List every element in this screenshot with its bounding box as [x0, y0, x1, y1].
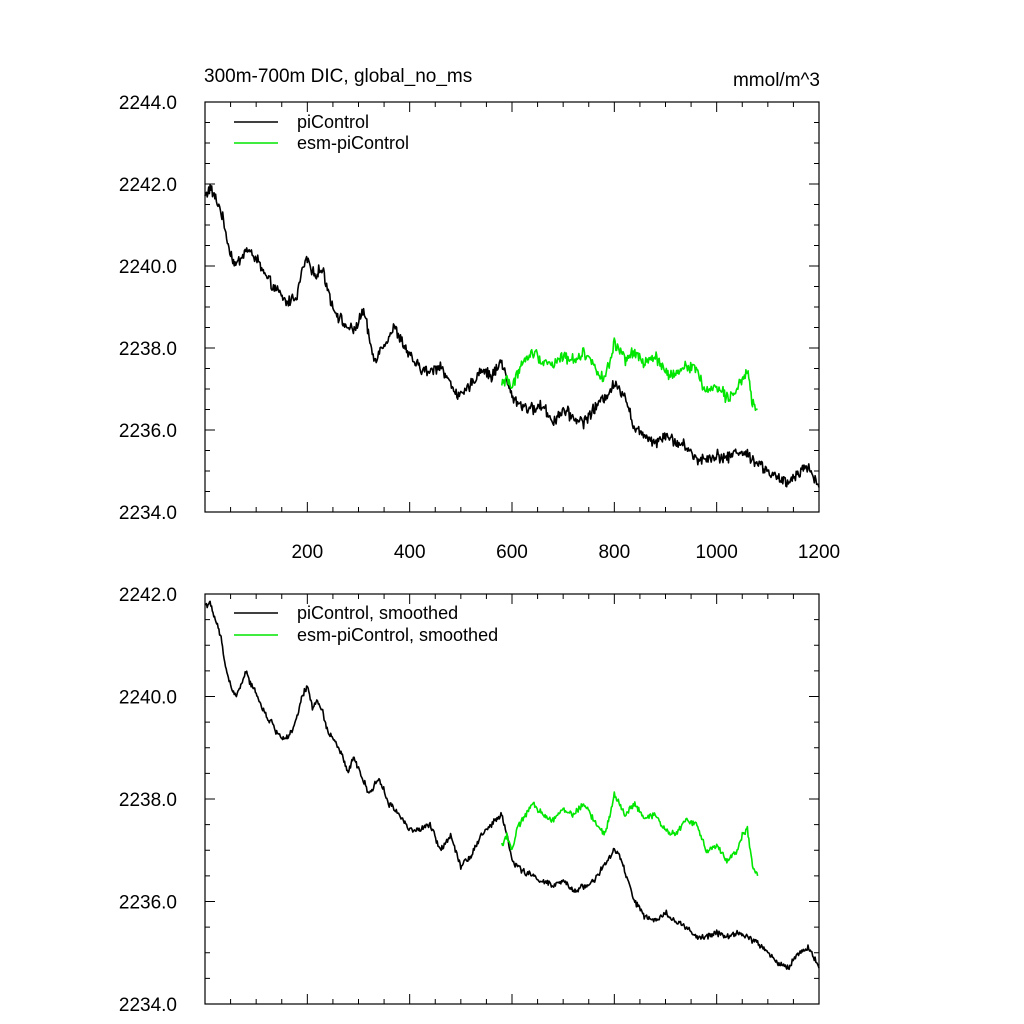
legend-label-esm-picontrol: esm-piControl: [297, 133, 409, 153]
series-line-picontrol: [204, 184, 820, 488]
y-axis-labels-bottom: 2234.0 2236.0 2238.0 2240.0 2242.0: [119, 585, 177, 1016]
series-line-esm-picontrol-smoothed: [501, 791, 759, 877]
bottom-panel: 2234.0 2236.0 2238.0 2240.0 2242.0 piControl…: [119, 585, 820, 1016]
x-axis-labels-top: 200 400 600 800 1000 1200: [291, 542, 840, 563]
legend-label-esm-picontrol-smoothed: esm-piControl, smoothed: [297, 625, 498, 645]
y-axis-labels-top: 2234.0 2236.0 2238.0 2240.0 2242.0 2244.0: [119, 93, 177, 524]
legend-bottom: piControl, smoothed esm-piControl, smoot…: [234, 603, 498, 645]
series-layer-top: [204, 184, 820, 488]
legend-label-picontrol: piControl: [297, 112, 369, 132]
legend-top: piControl esm-piControl: [234, 112, 409, 153]
y-tick-label: 2242.0: [119, 585, 177, 606]
y-tick-label: 2244.0: [119, 93, 177, 114]
y-tick-label: 2234.0: [119, 503, 177, 524]
series-layer-bottom: [204, 600, 820, 971]
legend-label-picontrol-smoothed: piControl, smoothed: [297, 603, 458, 623]
axis-ticks-bottom: [205, 593, 820, 1005]
x-tick-label: 1000: [696, 542, 738, 563]
plot-frame-top: [204, 101, 820, 513]
y-tick-label: 2242.0: [119, 175, 177, 196]
y-tick-label: 2238.0: [119, 339, 177, 360]
y-tick-label: 2234.0: [119, 995, 177, 1016]
series-line-esm-picontrol: [501, 337, 758, 412]
x-tick-label: 400: [394, 542, 426, 563]
y-tick-label: 2236.0: [119, 421, 177, 442]
x-tick-label: 200: [291, 542, 323, 563]
plot-frame-bottom: [204, 593, 820, 1005]
y-tick-label: 2240.0: [119, 257, 177, 278]
chart-title: 300m-700m DIC, global_no_ms: [204, 66, 472, 87]
series-line-picontrol-smoothed: [204, 600, 820, 971]
x-tick-label: 1200: [798, 542, 840, 563]
units-label: mmol/m^3: [733, 70, 820, 91]
top-panel: 300m-700m DIC, global_no_ms mmol/m^3 200…: [119, 66, 840, 563]
x-tick-label: 800: [598, 542, 630, 563]
y-tick-label: 2236.0: [119, 893, 177, 914]
y-tick-label: 2238.0: [119, 790, 177, 811]
y-tick-label: 2240.0: [119, 688, 177, 709]
axis-ticks-top: [205, 101, 820, 513]
x-tick-label: 600: [496, 542, 528, 563]
